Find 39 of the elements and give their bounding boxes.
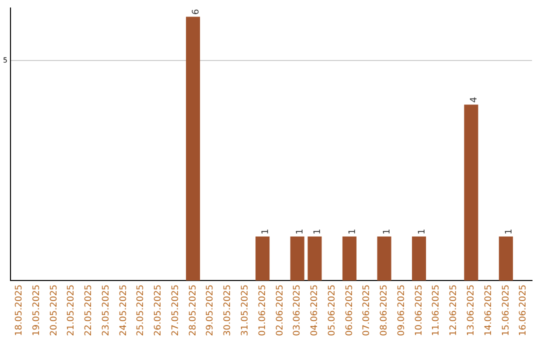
- data-label: 1: [313, 228, 324, 235]
- data-label: 1: [382, 228, 393, 235]
- x-tick-label: 14.06.2025: [484, 284, 494, 336]
- x-tick-label: 18.05.2025: [14, 284, 24, 336]
- x-tick-label: 20.05.2025: [49, 284, 60, 336]
- x-tick-label: 02.06.2025: [275, 284, 286, 336]
- x-tick-label: 01.06.2025: [258, 284, 268, 336]
- data-label: 6: [191, 8, 202, 15]
- data-label: 4: [469, 96, 480, 103]
- x-tick-label: 27.05.2025: [170, 284, 181, 336]
- data-label: 1: [417, 228, 428, 235]
- x-tick-label: 22.05.2025: [84, 284, 94, 336]
- x-tick-label: 07.06.2025: [362, 284, 372, 336]
- data-label: 1: [504, 228, 514, 235]
- x-tick-label: 12.06.2025: [449, 284, 460, 336]
- x-tick-label: 23.05.2025: [101, 284, 112, 336]
- data-label: 1: [296, 228, 306, 235]
- x-tick-label: 19.05.2025: [32, 284, 42, 336]
- x-tick-label: 03.06.2025: [292, 284, 303, 336]
- data-label: 1: [260, 228, 271, 235]
- x-tick-label: 16.06.2025: [518, 284, 529, 336]
- x-tick-label: 28.05.2025: [188, 284, 198, 336]
- x-tick-label: 31.05.2025: [240, 284, 250, 336]
- x-tick-label: 26.05.2025: [154, 284, 164, 336]
- x-tick-label: 06.06.2025: [344, 284, 355, 336]
- x-tick-label: 05.06.2025: [327, 284, 338, 336]
- x-tick-label: 10.06.2025: [414, 284, 424, 336]
- x-tick-label: 09.06.2025: [396, 284, 407, 336]
- x-tick-label: 21.05.2025: [66, 284, 77, 336]
- x-tick-label: 29.05.2025: [206, 284, 216, 336]
- data-label: 1: [348, 228, 358, 235]
- x-tick-label: 25.05.2025: [136, 284, 146, 336]
- x-tick-label: 24.05.2025: [118, 284, 129, 336]
- x-tick-label: 30.05.2025: [223, 284, 234, 336]
- x-tick-label: 04.06.2025: [310, 284, 320, 336]
- x-tick-label: 13.06.2025: [466, 284, 476, 336]
- x-tick-label: 11.06.2025: [432, 284, 442, 336]
- x-tick-label: 15.06.2025: [501, 284, 512, 336]
- x-tick-label: 08.06.2025: [380, 284, 390, 336]
